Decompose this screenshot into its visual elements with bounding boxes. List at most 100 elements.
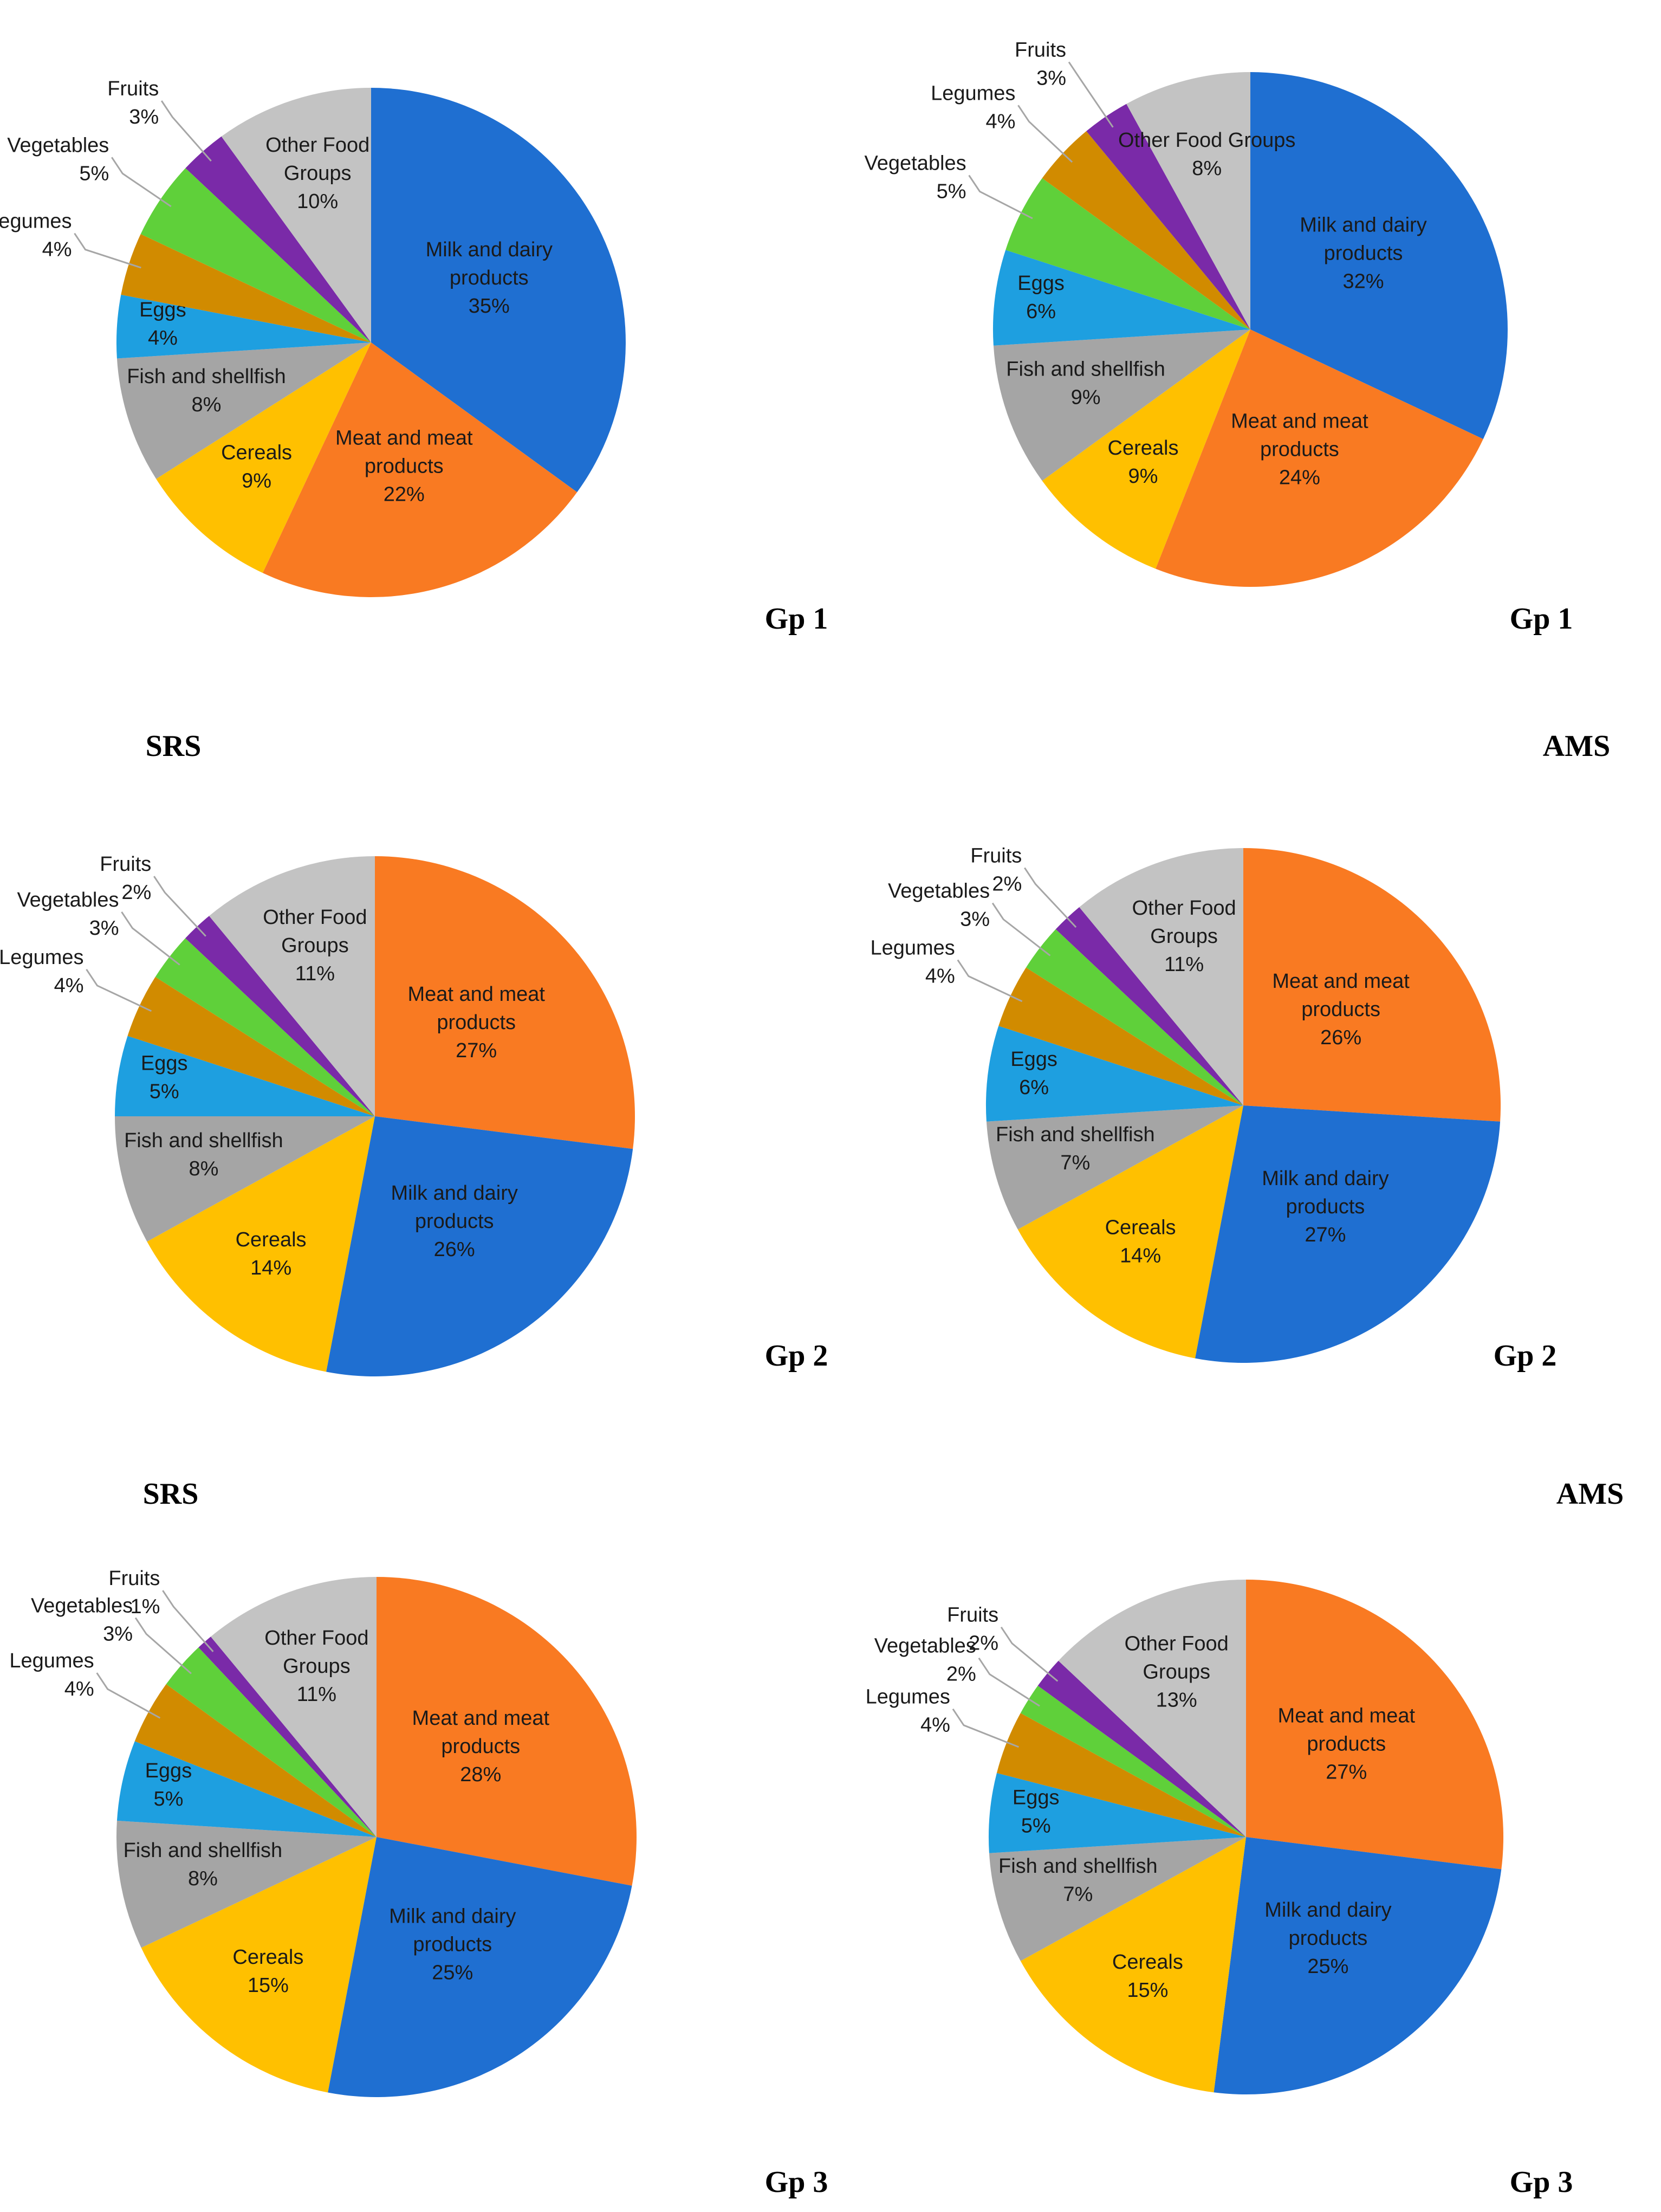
slice-label-fruits: Fruits 2% bbox=[100, 853, 151, 904]
slice-fruits bbox=[1055, 907, 1243, 1105]
leader-line-fruits bbox=[1024, 867, 1077, 928]
slice-label-vegetables: Vegetables 5% bbox=[7, 134, 109, 185]
slice-label-line: products bbox=[1324, 242, 1403, 265]
pie-chart-4: Meat and meat products 26% Milk and dairy pr… bbox=[870, 844, 1556, 1373]
slice-label-line: Groups bbox=[1143, 1661, 1210, 1684]
slice-label-line: Vegetables bbox=[865, 152, 966, 175]
leader-line-fruits bbox=[153, 876, 206, 937]
slice-legumes bbox=[134, 1684, 377, 1837]
slice-label-line: Fruits bbox=[100, 853, 151, 876]
slice-percent: 25% bbox=[432, 1961, 473, 1984]
slice-label-other: Other Food Groups 11% bbox=[1132, 897, 1236, 976]
slice-label-other: Other Food Groups 11% bbox=[264, 1627, 368, 1706]
slice-fish bbox=[986, 1105, 1243, 1230]
leader-line-fruits bbox=[1000, 1626, 1059, 1682]
slice-percent: 8% bbox=[189, 1157, 218, 1180]
slice-label-line: Groups bbox=[283, 1655, 351, 1678]
slice-label-line: Milk and dairy bbox=[1262, 1167, 1389, 1190]
slice-label-line: Groups bbox=[1150, 925, 1218, 948]
slice-percent: 24% bbox=[1279, 467, 1320, 489]
slice-label-line: Groups bbox=[284, 162, 352, 185]
slice-label-legumes: Legumes 4% bbox=[870, 936, 955, 987]
slice-percent: 4% bbox=[54, 974, 84, 997]
slice-label-fruits: Fruits 3% bbox=[1015, 38, 1066, 89]
slice-fruits bbox=[185, 136, 371, 343]
slice-label-line: Eggs bbox=[1017, 272, 1065, 295]
method-caption-ams-2: AMS bbox=[1556, 1477, 1624, 1511]
slice-label-other: Other Food Groups 13% bbox=[1125, 1633, 1229, 1712]
slice-fish bbox=[116, 342, 371, 479]
slice-fish bbox=[989, 1837, 1246, 1961]
slice-percent: 27% bbox=[456, 1039, 497, 1062]
slice-cereals bbox=[1020, 1837, 1246, 2093]
slice-percent: 4% bbox=[925, 965, 955, 987]
slice-label-line: Milk and dairy bbox=[426, 238, 553, 261]
slice-label-fish: Fish and shellfish 8% bbox=[124, 1839, 283, 1890]
slice-percent: 4% bbox=[42, 238, 72, 261]
leader-line-fruits bbox=[160, 100, 212, 162]
slice-milk bbox=[1250, 72, 1508, 439]
slice-label-line: Legumes bbox=[0, 210, 72, 233]
slice-label-line: Meat and meat bbox=[335, 427, 473, 450]
slice-other bbox=[211, 1577, 377, 1837]
slice-percent: 4% bbox=[64, 1678, 94, 1700]
slice-label-other: Other Food Groups 11% bbox=[263, 906, 367, 985]
group-title: Gp 2 bbox=[765, 1339, 828, 1373]
slice-label-eggs: Eggs 6% bbox=[1017, 272, 1065, 323]
slice-label-fish: Fish and shellfish 9% bbox=[1006, 358, 1165, 409]
slice-vegetables bbox=[166, 1647, 377, 1837]
slice-eggs bbox=[115, 1036, 375, 1116]
slice-other bbox=[209, 856, 375, 1116]
slice-meat bbox=[262, 342, 578, 598]
slice-percent: 8% bbox=[188, 1867, 218, 1890]
slice-label-milk: Milk and dairy products 26% bbox=[391, 1182, 517, 1261]
slice-label-line: Vegetables bbox=[888, 880, 990, 903]
slice-label-cereals: Cereals 9% bbox=[221, 442, 292, 493]
slice-percent: 11% bbox=[297, 1683, 336, 1706]
slice-label-fruits: Fruits 1% bbox=[108, 1567, 160, 1618]
slice-label-line: Meat and meat bbox=[1231, 410, 1368, 433]
slice-label-line: Fruits bbox=[970, 844, 1022, 867]
method-caption-srs-2: SRS bbox=[143, 1477, 199, 1511]
slice-label-line: Meat and meat bbox=[407, 983, 545, 1006]
slice-label-vegetables: Vegetables 2% bbox=[874, 1635, 976, 1686]
slice-label-vegetables: Vegetables 3% bbox=[17, 889, 119, 940]
slice-meat bbox=[377, 1577, 637, 1886]
slice-label-line: Milk and dairy bbox=[1264, 1899, 1391, 1922]
slice-label-line: products bbox=[1286, 1195, 1365, 1218]
slice-fruits bbox=[1037, 1660, 1246, 1837]
slice-label-meat: Meat and meat products 27% bbox=[407, 983, 545, 1062]
slice-label-line: products bbox=[365, 455, 444, 478]
slice-label-line: Milk and dairy bbox=[389, 1905, 516, 1928]
slice-percent: 4% bbox=[148, 327, 178, 350]
pie-chart-5: Meat and meat products 28% Milk and dairy pr… bbox=[9, 1567, 828, 2199]
slice-label-line: Cereals bbox=[236, 1228, 307, 1251]
group-title: Gp 1 bbox=[765, 602, 828, 636]
slice-legumes bbox=[127, 976, 375, 1116]
slice-percent: 4% bbox=[920, 1714, 950, 1737]
slice-label-legumes: Legumes 4% bbox=[931, 82, 1015, 133]
slice-label-other: Other Food Groups 8% bbox=[1118, 129, 1295, 180]
slice-milk bbox=[326, 1116, 633, 1376]
slice-label-fish: Fish and shellfish 8% bbox=[127, 365, 286, 416]
slice-fruits bbox=[1086, 104, 1250, 330]
slice-percent: 3% bbox=[960, 908, 990, 931]
slice-label-line: Milk and dairy bbox=[1300, 214, 1426, 237]
slice-other bbox=[221, 88, 371, 342]
slice-fruits bbox=[185, 916, 375, 1116]
leader-line-legumes bbox=[957, 959, 1023, 1002]
slice-label-meat: Meat and meat products 28% bbox=[412, 1707, 550, 1786]
slice-label-line: products bbox=[437, 1011, 516, 1034]
slice-eggs bbox=[988, 1773, 1246, 1853]
slice-label-line: Other Food bbox=[264, 1627, 368, 1650]
slice-milk bbox=[328, 1837, 632, 2097]
slice-percent: 9% bbox=[242, 470, 271, 493]
slice-percent: 14% bbox=[1120, 1244, 1161, 1267]
slice-percent: 25% bbox=[1307, 1955, 1348, 1978]
slice-percent: 27% bbox=[1305, 1224, 1346, 1246]
slice-percent: 35% bbox=[469, 295, 510, 318]
slice-label-line: Meat and meat bbox=[1272, 970, 1410, 993]
slice-label-meat: Meat and meat products 24% bbox=[1231, 410, 1368, 489]
slice-vegetables bbox=[155, 938, 375, 1116]
slice-legumes bbox=[998, 967, 1243, 1105]
